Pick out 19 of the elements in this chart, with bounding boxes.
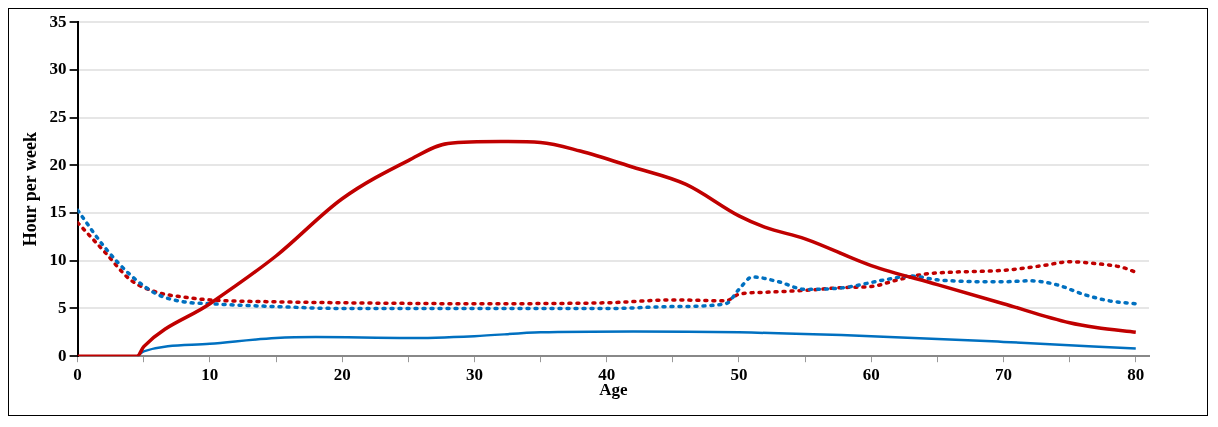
x-tick-label: 30 [465,364,483,384]
y-tick-label: 20 [49,154,67,174]
x-tick-label: 50 [730,364,748,384]
y-tick-label: 15 [49,202,67,222]
x-tick-label: 10 [201,364,219,384]
x-tick-label: 80 [1127,364,1145,384]
x-tick-label: 60 [862,364,880,384]
y-tick-label: 5 [58,297,67,317]
y-axis-title: Hour per week [20,132,41,247]
y-tick-label: 0 [58,345,67,365]
x-tick-label: 20 [333,364,351,384]
y-tick-label: 30 [49,59,67,79]
line-series [77,139,1138,357]
y-tick-label: 35 [49,11,67,31]
x-tick-label: 70 [995,364,1012,384]
y-tick-label: 25 [49,107,67,127]
y-tick-label: 10 [49,250,67,270]
x-tick-label: 0 [73,364,82,384]
line-series [77,208,1138,311]
